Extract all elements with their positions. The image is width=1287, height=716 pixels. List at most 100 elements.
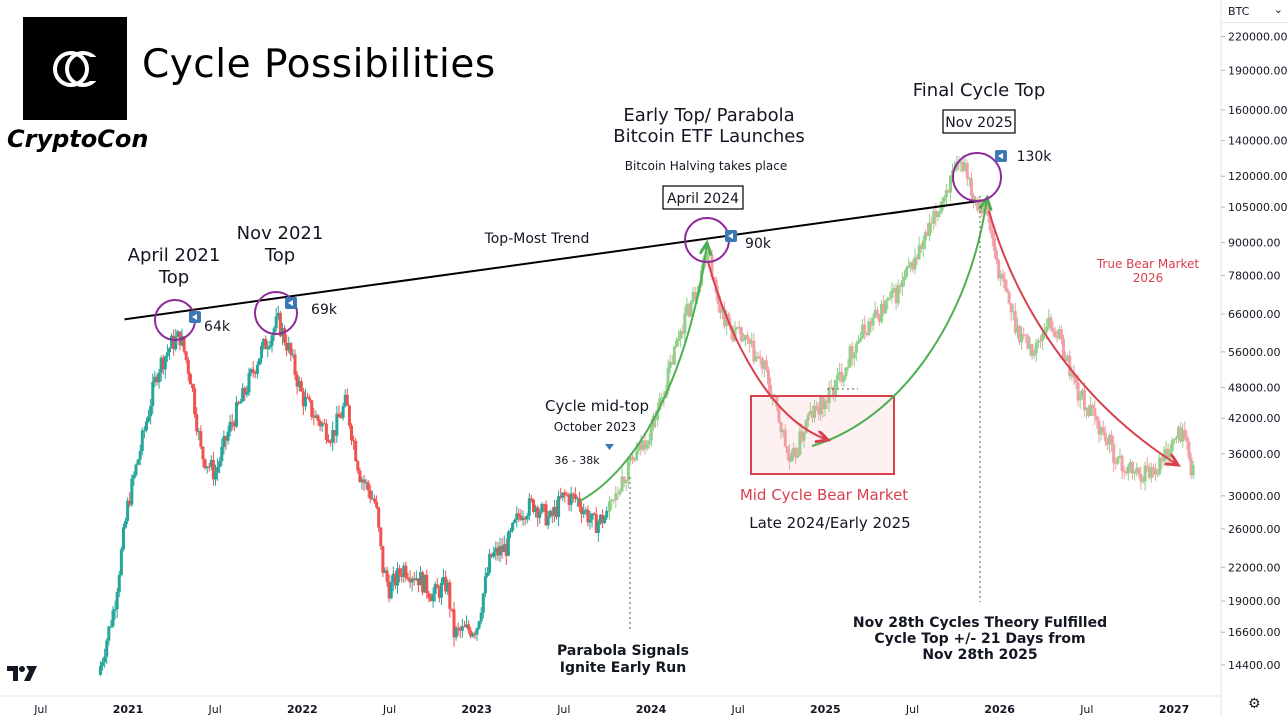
candle-body [624,480,628,483]
candle-body [176,331,180,337]
candle-body [435,584,439,589]
candle-body [873,309,877,318]
candle-body [515,513,519,520]
candle-body [792,448,796,456]
candle-body [416,578,420,586]
candle-body [249,369,253,374]
candle-body [216,466,220,473]
price-tick-label: 90000.00 [1228,237,1281,250]
label-nov2021-top-line-1: Nov 2021 [237,223,324,244]
candle-body [203,459,207,469]
candle-body [892,288,896,291]
candle-body [289,343,293,355]
marker-oct2023-icon [605,444,614,450]
candle-body [1001,273,1005,280]
candle-body [1028,344,1032,349]
candle-body [243,387,247,395]
candle-body [677,338,681,341]
candle-body [1181,429,1185,442]
candle-body [967,178,971,180]
candle-body [310,400,314,417]
candle-body [725,313,729,327]
candle-body [917,245,921,260]
candle-body [995,250,999,261]
candle-body [710,254,714,277]
apr2024-box [662,185,744,210]
candle-body [1122,471,1126,473]
candle-body [490,553,494,557]
label-apr2024: April 2024 [667,191,739,207]
candle-body [253,372,257,374]
candle-body [658,398,662,410]
candle-body [536,507,540,518]
candle-body [262,339,266,347]
time-tick-label: Jul [1079,703,1093,716]
candle-body [400,575,404,577]
candle-body [525,515,529,520]
candle-body [1156,473,1160,475]
candle-body [134,464,138,476]
candle-body [608,501,612,512]
candle-body [848,346,852,368]
candle-body [963,162,967,171]
candle-body [756,356,760,358]
tradingview-logo[interactable] [6,664,38,688]
candle-body [798,431,802,455]
candle-body [618,491,622,494]
candle-body [1170,440,1174,451]
candle-body [276,312,280,317]
candle-body [316,415,320,421]
candle-body [293,354,297,375]
candle-body [335,413,339,436]
candle-body [140,430,144,451]
time-tick-label: 2023 [461,703,492,716]
candle-body [735,327,739,329]
candle-body [739,327,743,342]
candle-body [867,321,871,336]
top-most-trendline [124,199,983,321]
candle-body [1101,427,1105,433]
candle-body [802,432,806,441]
candle-body [492,552,496,557]
candle-body [833,379,837,396]
candle-body [631,456,635,460]
candle-body [796,454,800,458]
candle-body [201,446,205,460]
candle-body [775,395,779,407]
candle-body [368,490,372,499]
candle-body [245,392,249,395]
candle-body [746,334,750,340]
candle-body [191,384,195,389]
candle-body [165,352,169,357]
candle-body [159,357,163,373]
symbol-selector[interactable]: BTC ⌄ [1222,0,1287,23]
candle-body [167,348,171,353]
candle-body [1139,474,1143,482]
price-tick-label: 78000.00 [1228,270,1281,283]
candle-body [836,375,840,380]
candle-body [923,232,927,241]
settings-gear-icon[interactable]: ⚙ [1248,696,1261,712]
candle-body [869,321,873,326]
candle-body [314,415,318,418]
candle-body [1015,325,1019,333]
candle-body [117,574,121,592]
candle-body [794,448,798,458]
candle-body [840,371,844,382]
candle-body [481,593,485,613]
candle-body [823,400,827,410]
candle-body [831,387,835,396]
candle-body [898,285,902,288]
label-36-38k: 36 - 38k [554,454,600,467]
candle-body [777,406,781,423]
label-final-cycle-top: Final Cycle Top [913,80,1046,101]
candle-body [913,257,917,270]
candle-body [1057,329,1061,339]
candle-body [748,339,752,345]
candle-body [668,361,672,368]
marker-69k-icon [285,297,297,309]
candle-body [207,466,211,468]
candle-body [1174,437,1178,439]
candle-body [220,446,224,462]
